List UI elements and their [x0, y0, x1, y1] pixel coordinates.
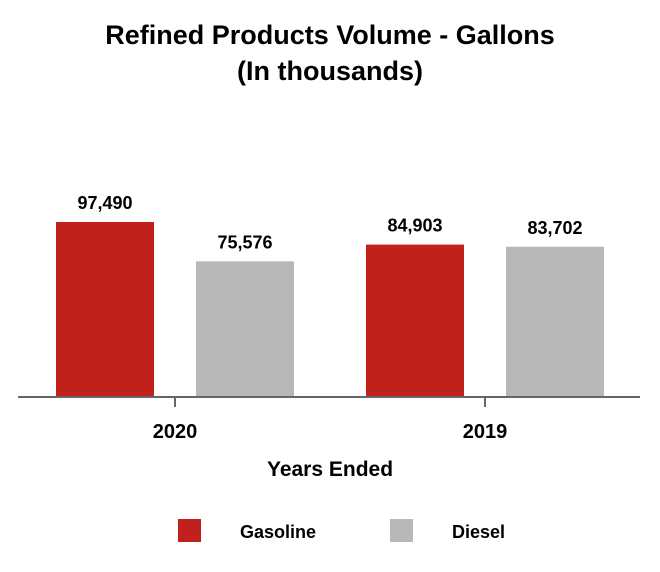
chart-title-line-1: Refined Products Volume - Gallons — [105, 20, 555, 50]
x-tick-label-2019: 2019 — [463, 421, 508, 443]
value-label-diesel-2019: 83,702 — [527, 218, 582, 238]
value-labels-group: 97,490 75,576 84,903 83,702 — [77, 193, 582, 252]
legend-label-diesel: Diesel — [452, 522, 505, 542]
bar-gasoline-2020 — [56, 222, 154, 397]
chart-title-line-2: (In thousands) — [237, 56, 423, 86]
value-label-gasoline-2020: 97,490 — [77, 193, 132, 213]
legend-label-gasoline: Gasoline — [240, 522, 316, 542]
value-label-diesel-2020: 75,576 — [217, 232, 272, 252]
legend-swatch-gasoline — [178, 519, 201, 542]
bar-diesel-2020 — [196, 261, 294, 397]
bar-gasoline-2019 — [366, 244, 464, 397]
value-label-gasoline-2019: 84,903 — [387, 216, 442, 236]
bars-group — [56, 222, 604, 397]
legend-swatch-diesel — [390, 519, 413, 542]
bar-diesel-2019 — [506, 246, 604, 397]
legend: Gasoline Diesel — [178, 519, 505, 542]
x-axis-label: Years Ended — [267, 458, 393, 481]
x-tick-label-2020: 2020 — [153, 421, 198, 443]
